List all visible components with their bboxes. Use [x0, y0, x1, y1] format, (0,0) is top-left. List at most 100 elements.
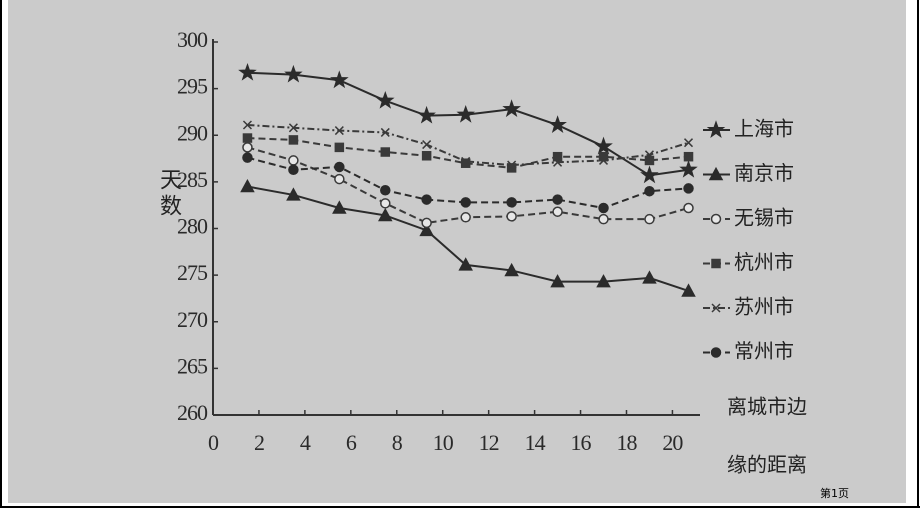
marker — [242, 152, 253, 163]
marker — [242, 133, 253, 143]
y-tick-label: 290 — [177, 120, 208, 145]
legend-marker — [706, 120, 726, 138]
marker — [242, 120, 252, 130]
marker — [598, 213, 609, 225]
legend-marker — [710, 213, 722, 225]
marker — [552, 206, 563, 217]
photo-background — [8, 0, 906, 503]
x-tick-label: 10 — [433, 430, 454, 455]
marker — [461, 156, 471, 166]
marker — [506, 163, 517, 173]
marker — [421, 151, 432, 161]
x-axis-label: 离城市边 — [727, 395, 807, 419]
marker — [334, 142, 345, 153]
series-line — [247, 123, 689, 167]
legend-label: 杭州市 — [734, 250, 794, 274]
marker — [378, 207, 393, 222]
legend-marker — [710, 347, 722, 358]
marker — [506, 197, 517, 208]
marker — [598, 155, 609, 165]
marker — [679, 160, 698, 178]
marker — [288, 135, 299, 145]
legend-marker — [711, 258, 721, 269]
marker — [380, 147, 391, 157]
x-tick-label: 12 — [479, 430, 499, 455]
legend-label: 上海市 — [734, 117, 794, 141]
marker — [240, 178, 255, 193]
marker — [284, 64, 303, 83]
marker — [548, 115, 567, 133]
marker — [288, 164, 299, 176]
marker — [644, 155, 655, 166]
y-tick-label: 300 — [177, 27, 208, 52]
marker — [421, 217, 432, 229]
x-tick-label: 14 — [525, 430, 546, 455]
y-tick-label: 295 — [177, 74, 208, 99]
marker — [460, 197, 471, 208]
y-axis-label: 天数 — [156, 168, 181, 220]
x-tick-label: 6 — [346, 430, 357, 455]
marker — [683, 202, 694, 214]
marker — [553, 157, 563, 167]
marker — [552, 151, 563, 162]
legend-marker — [708, 166, 724, 181]
x-tick-label: 8 — [392, 430, 403, 455]
legend-marker — [711, 303, 721, 313]
marker — [502, 99, 521, 118]
marker — [683, 151, 694, 162]
marker — [683, 138, 694, 148]
x-tick-label: 4 — [300, 430, 311, 455]
marker — [594, 136, 613, 155]
x-tick-label: 18 — [616, 430, 637, 455]
marker — [504, 262, 519, 277]
marker — [330, 70, 349, 89]
marker — [460, 158, 471, 168]
marker — [286, 187, 301, 201]
y-tick-label: 275 — [177, 260, 208, 285]
marker — [683, 183, 694, 194]
marker — [380, 185, 391, 196]
marker — [332, 200, 347, 214]
marker — [681, 283, 696, 297]
marker — [642, 270, 657, 284]
marker — [334, 173, 345, 185]
marker — [644, 150, 654, 160]
x-tick-label: 0 — [208, 430, 219, 455]
marker — [644, 185, 655, 197]
y-tick-label: 265 — [177, 353, 208, 378]
marker — [238, 63, 257, 81]
y-tick-label: 270 — [177, 307, 208, 332]
marker — [596, 274, 611, 288]
x-tick-label: 2 — [254, 430, 264, 455]
marker — [419, 222, 434, 237]
y-tick-label: 260 — [177, 400, 208, 425]
marker — [334, 126, 344, 136]
marker — [550, 274, 565, 288]
x-axis-label: 缘的距离 — [727, 453, 807, 477]
marker — [644, 213, 655, 225]
marker — [417, 105, 436, 124]
marker — [552, 194, 563, 205]
marker — [598, 202, 609, 214]
marker — [376, 90, 395, 109]
marker — [422, 140, 432, 150]
marker — [506, 211, 517, 222]
marker — [640, 165, 659, 184]
y-tick-label: 280 — [177, 214, 208, 239]
marker — [456, 104, 475, 123]
marker — [380, 198, 391, 209]
x-tick-label: 16 — [571, 430, 592, 455]
marker — [334, 161, 345, 173]
page-number: 第1页 — [820, 487, 849, 500]
legend-label: 常州市 — [734, 339, 794, 363]
y-tick-label: 285 — [177, 167, 208, 192]
legend-label: 苏州市 — [734, 295, 794, 319]
marker — [460, 212, 471, 223]
marker — [242, 142, 253, 153]
marker — [507, 160, 517, 170]
marker — [421, 194, 432, 205]
marker — [458, 257, 473, 271]
x-tick-label: 20 — [662, 430, 683, 455]
marker — [288, 123, 298, 133]
